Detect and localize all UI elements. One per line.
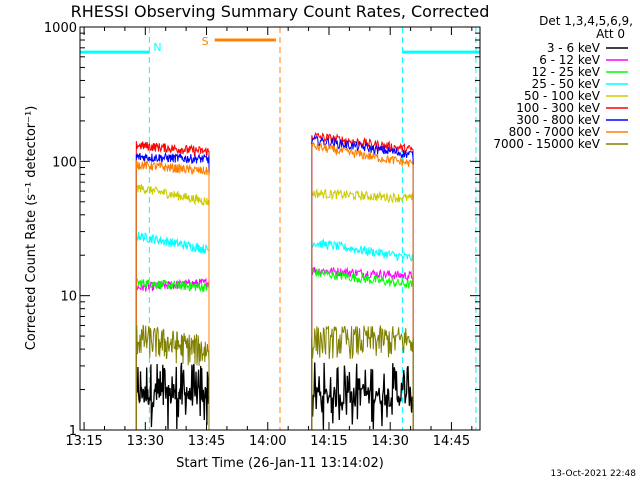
timestamp: 13-Oct-2021 22:48 bbox=[551, 469, 637, 479]
legend-label: 7000 - 15000 keV bbox=[493, 137, 600, 151]
x-tick-label: 14:45 bbox=[433, 434, 470, 449]
y-tick-label: 1 bbox=[69, 424, 77, 439]
legend-label: 12 - 25 keV bbox=[532, 65, 601, 79]
x-tick-label: 13:30 bbox=[127, 434, 164, 449]
y-tick-label: 10 bbox=[60, 290, 77, 305]
series-line bbox=[135, 362, 210, 430]
y-tick-label: 100 bbox=[52, 155, 77, 170]
x-tick-label: 13:45 bbox=[188, 434, 225, 449]
legend-label: 6 - 12 keV bbox=[539, 53, 601, 67]
legend-label: 25 - 50 keV bbox=[532, 77, 601, 91]
series-line bbox=[311, 134, 414, 430]
series-line bbox=[135, 277, 210, 430]
plot-frame bbox=[79, 26, 481, 431]
x-axis: 13:15 13:30 13:45 14:00 14:15 14:30 14:45 bbox=[65, 27, 473, 449]
series-line bbox=[135, 140, 210, 430]
chart-title: RHESSI Observing Summary Count Rates, Co… bbox=[71, 2, 490, 21]
annotation-N: N bbox=[153, 41, 161, 54]
series-line bbox=[135, 231, 210, 430]
x-tick-label: 14:00 bbox=[249, 434, 286, 449]
legend-label: 3 - 6 keV bbox=[547, 41, 601, 55]
annotation-S: S bbox=[202, 35, 209, 48]
x-axis-label: Start Time (26-Jan-11 13:14:02) bbox=[176, 456, 384, 471]
series-line bbox=[311, 268, 414, 430]
series-line bbox=[311, 266, 414, 430]
y-tick-label: 1000 bbox=[44, 21, 77, 36]
series-line bbox=[311, 238, 414, 430]
series-line bbox=[135, 151, 210, 430]
series-line bbox=[311, 141, 414, 430]
series-line bbox=[311, 188, 414, 430]
x-tick-label: 13:15 bbox=[65, 434, 102, 449]
legend-header-line-2: Att 0 bbox=[596, 27, 625, 41]
x-tick-label: 14:15 bbox=[310, 434, 347, 449]
x-tick-label: 14:30 bbox=[371, 434, 408, 449]
y-axis: 1 10 100 1000 bbox=[44, 21, 480, 439]
legend-label: 100 - 300 keV bbox=[516, 101, 600, 115]
legend-header-line-1: Det 1,3,4,5,6,9, bbox=[539, 14, 633, 28]
series-line bbox=[135, 159, 210, 430]
legend-label: 50 - 100 keV bbox=[524, 89, 601, 103]
series-line bbox=[311, 325, 414, 430]
series-line bbox=[135, 324, 210, 430]
legend-label: 300 - 800 keV bbox=[516, 113, 600, 127]
y-axis-label: Corrected Count Rate (s⁻¹ detector⁻¹) bbox=[24, 106, 39, 351]
series-line bbox=[135, 182, 210, 430]
legend-label: 800 - 7000 keV bbox=[509, 125, 601, 139]
series-line bbox=[311, 362, 414, 430]
